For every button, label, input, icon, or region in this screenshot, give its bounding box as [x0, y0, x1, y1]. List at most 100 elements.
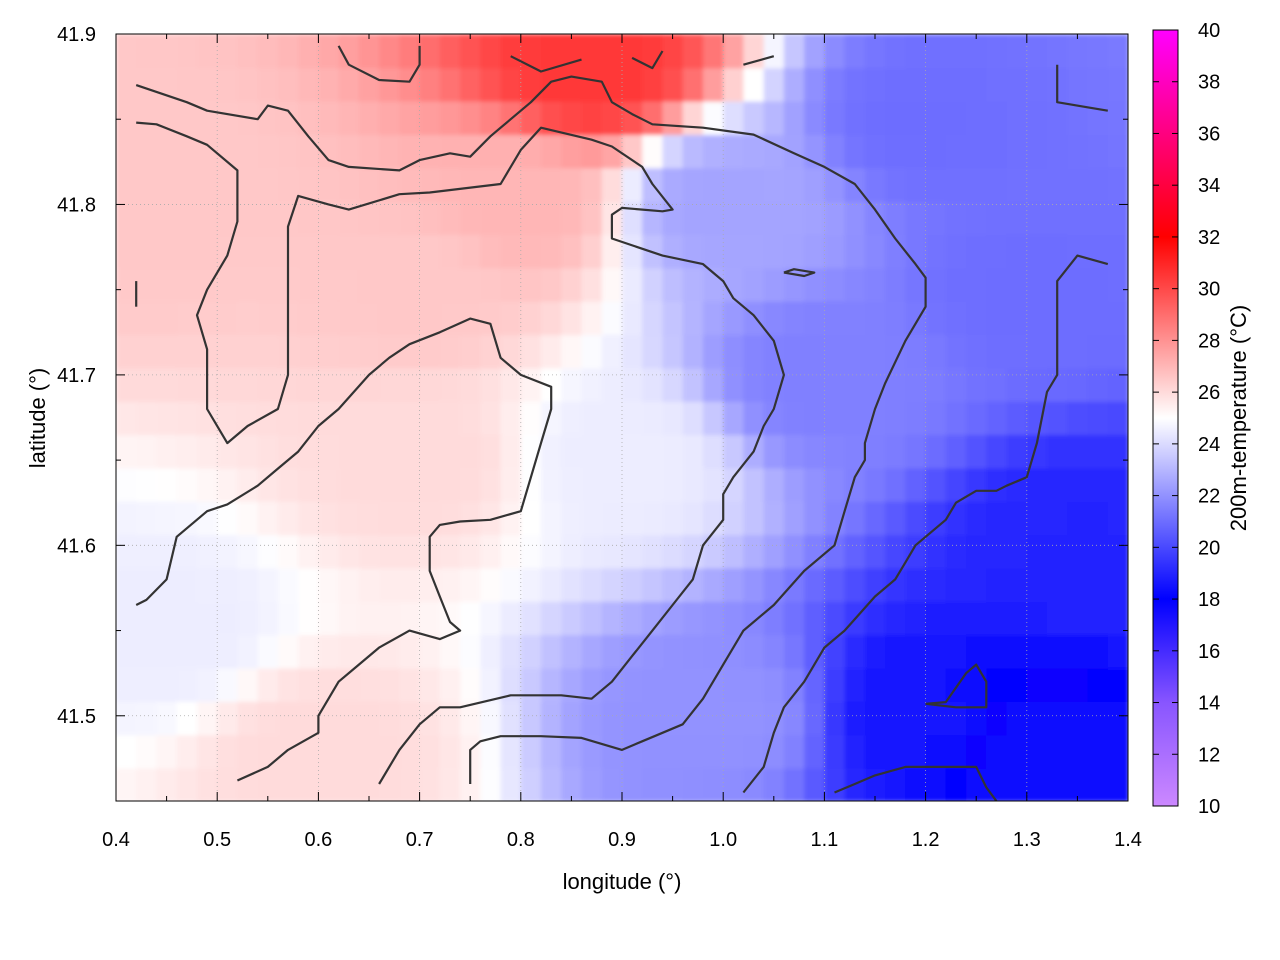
heat-cell: [1006, 67, 1028, 102]
heat-cell: [783, 367, 806, 402]
heat-cell: [237, 434, 259, 469]
heat-cell: [844, 467, 866, 502]
heat-cell: [885, 100, 907, 135]
heat-cell: [541, 634, 563, 669]
heat-cell: [703, 100, 725, 135]
heat-cell: [318, 734, 340, 769]
x-axis-ticks: 0.4 0.5 0.6 0.7 0.8 0.9 1.0 1.1 1.2 1.3 1.4: [102, 34, 1142, 851]
heat-cell: [217, 667, 239, 702]
heat-cell: [581, 400, 603, 436]
heat-cell: [318, 267, 340, 302]
heat-cell: [682, 734, 704, 769]
heat-cell: [176, 300, 198, 336]
heat-cell: [824, 200, 846, 235]
heat-cell: [925, 134, 947, 169]
heat-cell: [419, 500, 441, 536]
heat-cell: [824, 234, 846, 269]
heat-cell: [763, 434, 785, 469]
heat-cell: [338, 267, 360, 302]
heat-cell: [298, 100, 320, 135]
heat-cell: [500, 534, 522, 569]
heat-cell: [703, 167, 725, 202]
heat-cell: [885, 67, 907, 102]
heat-cell: [561, 734, 583, 769]
heat-cell: [136, 267, 158, 302]
heat-cell: [682, 500, 704, 536]
heat-cell: [358, 300, 381, 336]
heat-cell: [1026, 734, 1048, 769]
heat-cell: [804, 534, 826, 569]
x-tick-label: 0.5: [203, 829, 231, 851]
heat-cell: [905, 334, 927, 369]
heat-cell: [945, 600, 967, 636]
heat-cell: [844, 200, 866, 235]
heat-cell: [176, 267, 198, 302]
heat-cell: [925, 67, 947, 102]
heat-cell: [885, 767, 907, 801]
contour-line: [743, 55, 775, 66]
heat-cell: [500, 134, 522, 169]
heat-cell: [358, 34, 381, 69]
heat-cell: [986, 134, 1008, 169]
heat-cell: [723, 400, 745, 436]
heat-cell: [804, 100, 826, 135]
heat-cell: [682, 600, 704, 636]
heat-cell: [885, 634, 907, 669]
heat-cell: [601, 500, 623, 536]
heat-cell: [379, 234, 401, 269]
heat-cell: [419, 567, 441, 602]
heat-cell: [197, 701, 219, 736]
heat-cell: [682, 467, 704, 502]
heat-cell: [925, 367, 947, 402]
heat-cell: [217, 500, 239, 536]
heat-cell: [622, 600, 644, 636]
heat-cell: [763, 500, 785, 536]
heat-cell: [338, 767, 360, 801]
heat-cell: [723, 334, 745, 369]
heat-cell: [743, 400, 765, 436]
heat-cell: [399, 701, 421, 736]
heat-cell: [1067, 567, 1089, 602]
heat-cell: [622, 734, 644, 769]
heat-cell: [460, 500, 482, 536]
heat-cell: [379, 634, 401, 669]
heat-cell: [520, 267, 542, 302]
heat-cell: [217, 100, 239, 135]
heat-cell: [439, 701, 461, 736]
heat-cell: [561, 300, 583, 336]
heat-cell: [844, 534, 866, 569]
heat-cell: [703, 434, 725, 469]
heat-cell: [156, 634, 178, 669]
heat-cell: [500, 300, 522, 336]
heat-cell: [783, 167, 806, 202]
heat-cell: [338, 67, 360, 102]
contour-lines: [135, 45, 1109, 801]
heat-cell: [298, 767, 320, 801]
heat-cell: [298, 134, 320, 169]
heat-cell: [804, 634, 826, 669]
heat-cell: [1087, 634, 1109, 669]
heat-cell: [1067, 534, 1089, 569]
heat-cell: [864, 234, 887, 269]
heat-cell: [217, 767, 239, 801]
heat-cell: [1006, 534, 1028, 569]
heat-cell: [1087, 767, 1109, 801]
heat-cell: [925, 200, 947, 235]
heat-cell: [743, 567, 765, 602]
heat-cell: [1047, 734, 1069, 769]
heat-cell: [642, 200, 664, 235]
heat-cell: [156, 734, 178, 769]
heat-cell: [1087, 434, 1109, 469]
heat-cell: [176, 334, 198, 369]
heat-cell: [399, 667, 421, 702]
heat-cell: [257, 400, 279, 436]
heat-cell: [116, 34, 138, 69]
colorbar-label: 200m-temperature (°C): [1226, 305, 1251, 531]
heat-cell: [723, 600, 745, 636]
heat-cell: [743, 200, 765, 235]
heat-cell: [257, 134, 279, 169]
colorbar-tick-label: 24: [1198, 434, 1220, 456]
heat-cell: [541, 701, 563, 736]
heat-cell: [277, 567, 300, 602]
heat-cell: [1006, 701, 1028, 736]
